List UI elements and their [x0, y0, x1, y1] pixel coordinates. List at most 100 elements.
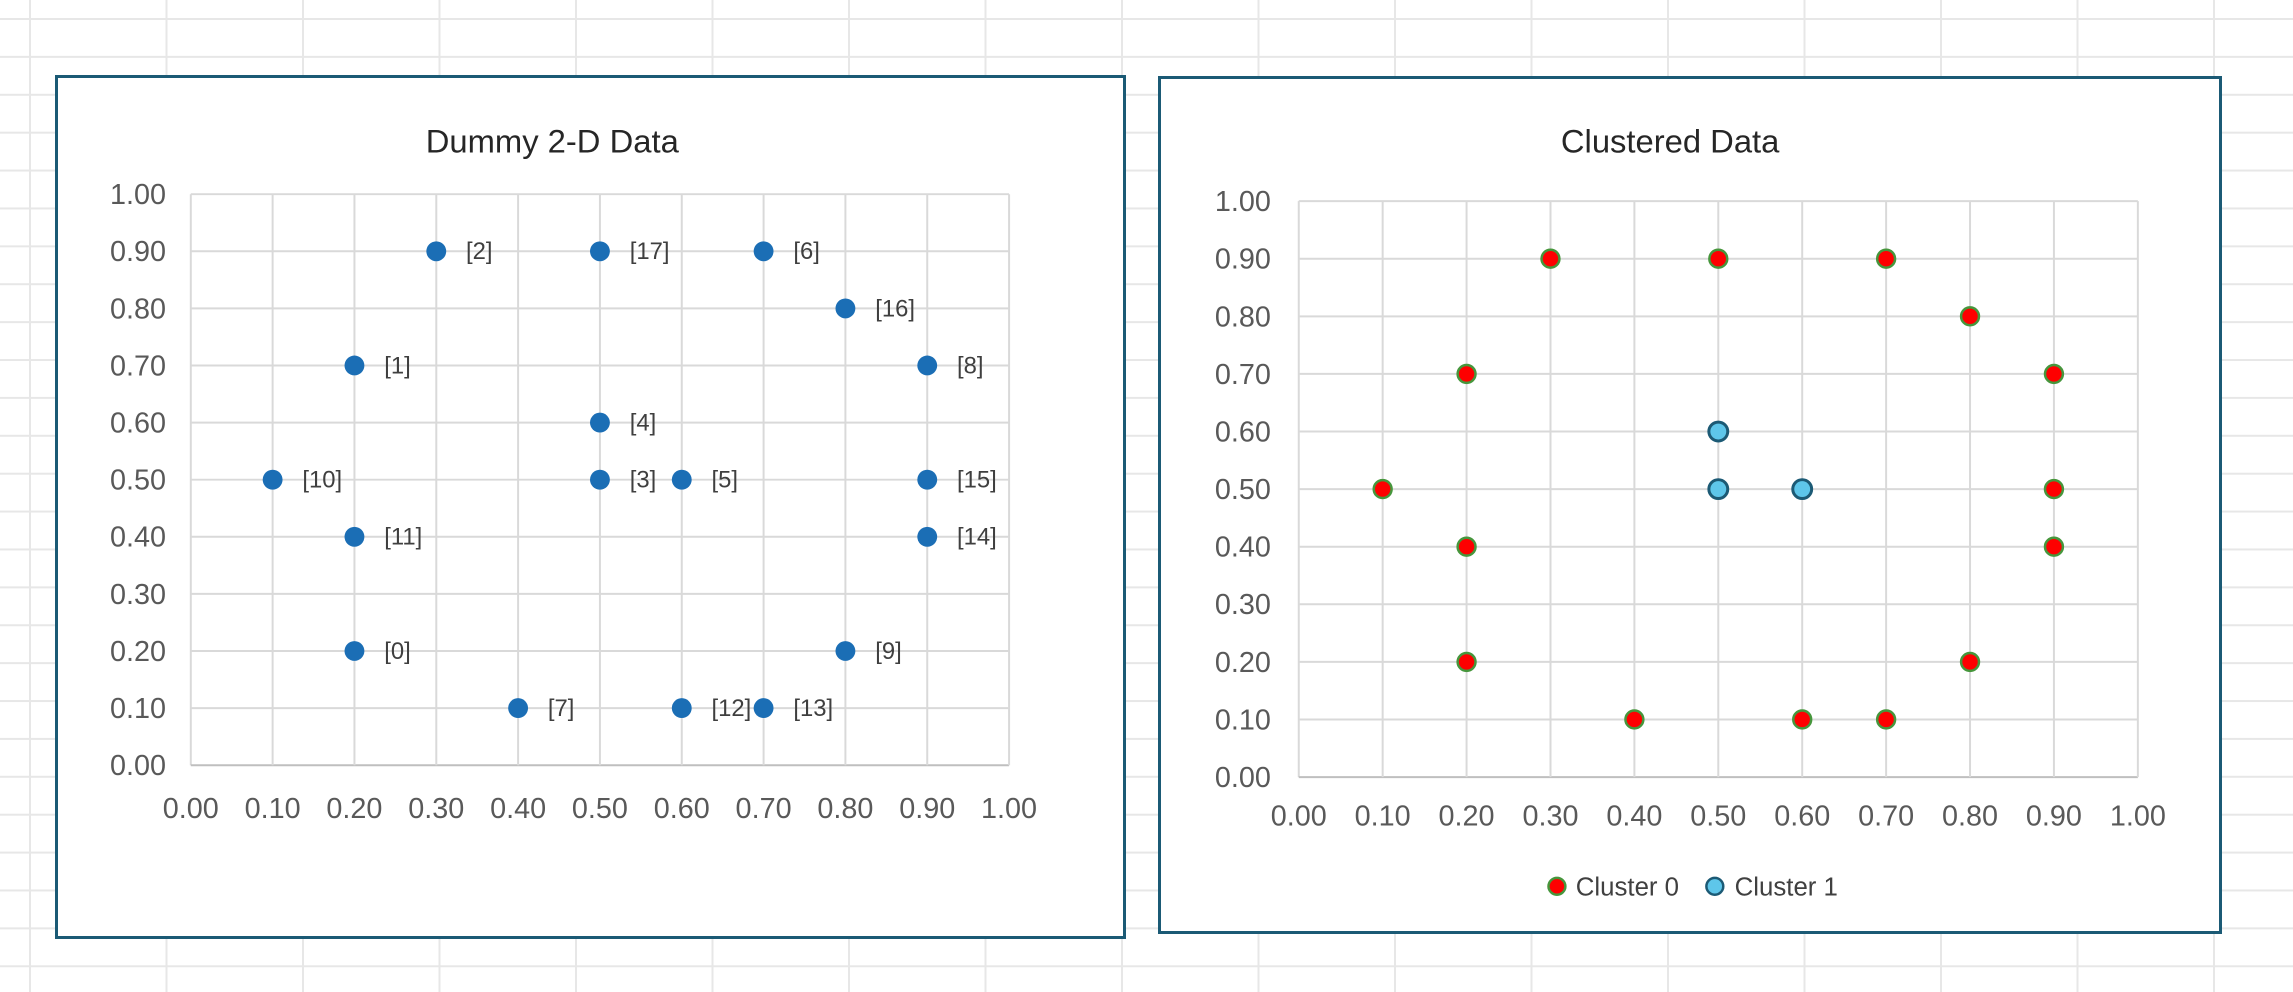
chart-dummy-2d-data[interactable]: 0.00 0.00 0.10 0.10 0.20 0.20 0.30 0.30 0.40 0.40… [55, 75, 1126, 939]
legend-marker [1547, 876, 1567, 896]
y-tick-label: 0.10 [110, 693, 166, 725]
y-tick-label: 0.90 [1215, 244, 1271, 276]
y-tick-label: 0.50 [110, 465, 166, 497]
data-point-marker[interactable] [835, 641, 856, 661]
x-tick-label: 0.90 [2026, 801, 2082, 833]
y-tick-label: 0.00 [110, 750, 166, 782]
y-tick-label: 0.40 [110, 522, 166, 554]
data-point-label[interactable]: [5] [712, 467, 739, 494]
legend-item-cluster-1[interactable]: Cluster 1 [1705, 873, 1838, 901]
data-point-label[interactable]: [6] [793, 238, 820, 265]
data-point-label[interactable]: [13] [793, 695, 833, 722]
data-point-label[interactable]: [10] [302, 467, 342, 494]
data-point-marker[interactable] [1959, 651, 1981, 673]
y-tick-label: 0.30 [110, 579, 166, 611]
x-tick-label: 0.80 [817, 793, 873, 825]
x-tick-label: 0.20 [326, 793, 382, 825]
data-point-label[interactable]: [1] [384, 352, 411, 379]
x-tick-label: 0.10 [1355, 801, 1411, 833]
y-tick-label: 0.10 [1215, 704, 1271, 736]
data-point-label[interactable]: [11] [384, 524, 422, 551]
data-point-marker[interactable] [835, 298, 856, 319]
data-point-marker[interactable] [1959, 306, 1981, 327]
legend-item-cluster-0[interactable]: Cluster 0 [1547, 873, 1679, 901]
x-tick-label: 0.20 [1439, 801, 1495, 833]
x-tick-label: 0.40 [1606, 801, 1662, 833]
y-tick-label: 0.70 [1215, 359, 1271, 391]
data-point-marker[interactable] [426, 241, 447, 262]
y-tick-label: 1.00 [110, 179, 166, 211]
data-point-marker[interactable] [2043, 363, 2065, 385]
data-point-marker[interactable] [1456, 651, 1477, 673]
y-tick-label: 0.60 [1215, 416, 1271, 448]
y-tick-label: 0.00 [1215, 762, 1271, 794]
y-tick-label: 0.20 [1215, 647, 1271, 679]
data-point-label[interactable]: [14] [957, 524, 997, 551]
data-point-marker[interactable] [1372, 478, 1393, 500]
chart-clustered-data[interactable]: 0.00 0.00 0.10 0.10 0.20 0.20 0.30 0.30 0.40 0.40… [1158, 76, 2222, 934]
legend-marker [1705, 876, 1725, 896]
data-point-label[interactable]: [8] [957, 352, 983, 379]
data-point-marker[interactable] [590, 412, 610, 433]
data-point-marker[interactable] [1456, 363, 1477, 385]
data-point-marker[interactable] [590, 241, 610, 262]
data-point-marker[interactable] [344, 526, 365, 547]
data-point-label[interactable]: [15] [957, 467, 997, 494]
y-tick-label: 0.40 [1215, 532, 1271, 564]
chart-title[interactable]: Clustered Data [1561, 122, 1780, 159]
data-point-label[interactable]: [7] [548, 695, 575, 722]
x-tick-label: 0.60 [654, 793, 710, 825]
data-point-marker[interactable] [917, 355, 938, 376]
y-tick-label: 0.20 [110, 636, 166, 668]
x-tick-label: 0.10 [245, 793, 301, 825]
data-point-label[interactable]: [3] [630, 467, 657, 494]
x-tick-label: 1.00 [981, 793, 1037, 825]
x-tick-label: 0.90 [899, 793, 955, 825]
data-point-marker[interactable] [508, 698, 529, 719]
data-point-marker[interactable] [344, 355, 365, 376]
x-tick-label: 0.00 [163, 793, 219, 825]
data-point-marker[interactable] [1791, 478, 1814, 501]
y-tick-label: 0.90 [110, 236, 166, 268]
data-point-marker[interactable] [753, 241, 774, 262]
chart-title[interactable]: Dummy 2-D Data [426, 122, 680, 159]
data-point-marker[interactable] [1456, 536, 1477, 557]
x-tick-label: 0.60 [1774, 801, 1830, 833]
x-tick-label: 0.70 [1858, 801, 1914, 833]
data-point-marker[interactable] [917, 526, 938, 547]
y-tick-label: 0.60 [110, 408, 166, 440]
data-point-label[interactable]: [4] [630, 410, 657, 437]
data-point-label[interactable]: [2] [466, 238, 492, 265]
data-point-marker[interactable] [2043, 536, 2065, 557]
data-point-marker[interactable] [1707, 478, 1730, 501]
data-point-marker[interactable] [1708, 248, 1729, 269]
data-point-label[interactable]: [0] [384, 638, 411, 665]
data-point-marker[interactable] [1875, 248, 1897, 269]
data-point-marker[interactable] [671, 469, 692, 490]
data-point-marker[interactable] [2043, 478, 2065, 500]
data-point-label[interactable]: [9] [875, 638, 902, 665]
data-point-marker[interactable] [753, 698, 774, 719]
data-point-marker[interactable] [1540, 248, 1561, 269]
y-tick-label: 0.50 [1215, 474, 1271, 506]
x-tick-label: 0.30 [408, 793, 464, 825]
data-point-marker[interactable] [590, 469, 610, 490]
data-point-marker[interactable] [917, 469, 938, 490]
data-point-marker[interactable] [671, 698, 692, 719]
data-point-marker[interactable] [1624, 709, 1645, 730]
data-point-marker[interactable] [1875, 709, 1897, 730]
data-point-label[interactable]: [16] [875, 295, 915, 322]
data-point-marker[interactable] [1707, 420, 1730, 443]
data-point-marker[interactable] [262, 469, 283, 490]
data-point-marker[interactable] [1792, 709, 1813, 730]
x-tick-label: 0.50 [1690, 801, 1746, 833]
y-tick-label: 1.00 [1215, 186, 1271, 218]
data-point-label[interactable]: [17] [630, 238, 670, 265]
x-tick-label: 0.00 [1271, 801, 1327, 833]
x-tick-label: 1.00 [2110, 801, 2166, 833]
legend-label: Cluster 1 [1735, 873, 1838, 901]
data-point-label[interactable]: [12] [712, 695, 752, 722]
x-tick-label: 0.50 [572, 793, 628, 825]
data-point-marker[interactable] [344, 641, 365, 661]
legend-label: Cluster 0 [1576, 873, 1679, 901]
